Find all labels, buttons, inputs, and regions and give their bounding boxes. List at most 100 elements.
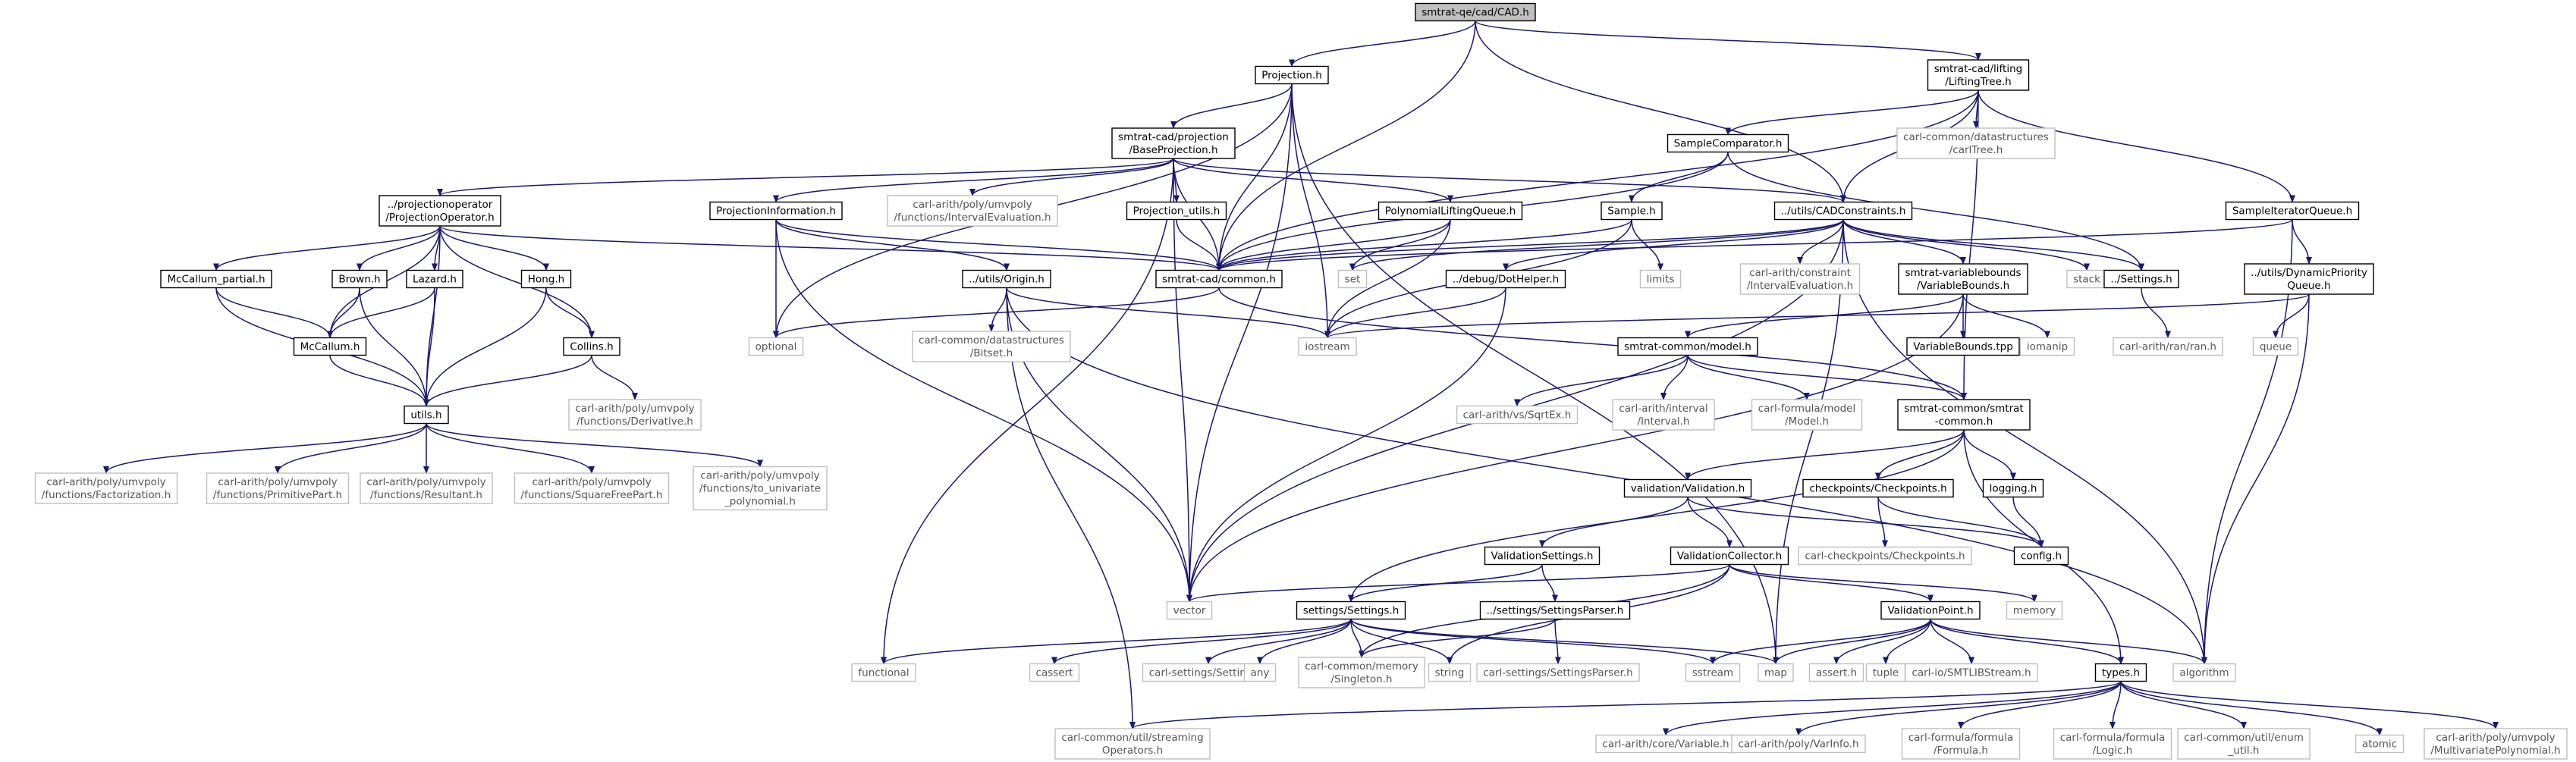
node-label: smtrat-variablebounds: [1905, 267, 2021, 279]
edge-hong-to-utils: [423, 287, 547, 407]
node-varbounds[interactable]: smtrat-variablebounds/VariableBounds.h: [1898, 263, 2028, 295]
edge-origin-to-bitset: [988, 287, 1007, 332]
node-label: smtrat-cad/lifting: [1934, 63, 2022, 75]
node-box: [887, 195, 1058, 227]
node-logging[interactable]: logging.h: [1982, 478, 2044, 498]
node-label: Projection_utils.h: [1133, 205, 1220, 218]
node-label: validation/Validation.h: [1631, 483, 1745, 495]
node-baseprojection[interactable]: smtrat-cad/projection/BaseProjection.h: [1111, 127, 1236, 159]
node-box: [1670, 546, 1789, 566]
node-box: [1639, 269, 1682, 289]
edge-cadconstraints-to-map: [1773, 219, 1844, 665]
node-cadconstraints[interactable]: ../utils/CADConstraints.h: [1773, 201, 1913, 221]
edge-collins-to-utils: [423, 355, 592, 407]
node-model[interactable]: smtrat-common/model.h: [1617, 337, 1758, 356]
node-lazard[interactable]: Lazard.h: [406, 269, 463, 289]
edge-settingsparser-to-carlsettingsparser: [1554, 619, 1561, 665]
node-sampleiterq[interactable]: SampleIteratorQueue.h: [2225, 201, 2360, 221]
node-any: any: [1243, 663, 1277, 682]
node-projection[interactable]: Projection.h: [1255, 65, 1329, 85]
edge-cadconstraints-to-dotdebug: [1503, 219, 1844, 271]
node-projinfo[interactable]: ProjectionInformation.h: [709, 201, 843, 221]
node-box: [1296, 601, 1406, 620]
edge-cadconstraints-to-stack: [1842, 219, 2090, 271]
node-modelh: carl-formula/model/Model.h: [1751, 399, 1863, 431]
node-validationpoint[interactable]: ValidationPoint.h: [1880, 601, 1981, 620]
node-collins[interactable]: Collins.h: [563, 337, 620, 356]
node-label: atomic: [2362, 738, 2397, 751]
edge-validationpoint-to-types: [1930, 619, 2124, 665]
edge-hong-to-collins: [545, 287, 595, 339]
edge-baseprojection-to-polyliftq: [1173, 158, 1453, 203]
node-validation[interactable]: validation/Validation.h: [1623, 478, 1752, 498]
node-cad[interactable]: smtrat-qe/cad/CAD.h: [1415, 2, 1536, 22]
node-box: [1685, 663, 1741, 682]
node-box: [2013, 546, 2069, 566]
node-varboundstpp[interactable]: VariableBounds.tpp: [1906, 337, 2020, 356]
edge-baseprojection-to-projinfo: [773, 158, 1174, 203]
node-settingsh[interactable]: settings/Settings.h: [1296, 601, 1406, 620]
node-label: McCallum.h: [300, 341, 360, 353]
node-sample[interactable]: Sample.h: [1601, 201, 1663, 221]
node-config[interactable]: config.h: [2013, 546, 2069, 566]
node-brown[interactable]: Brown.h: [331, 269, 388, 289]
node-checkpoints[interactable]: checkpoints/Checkpoints.h: [1802, 478, 1954, 498]
node-box: [2252, 337, 2299, 356]
node-carltree: carl-common/datastructures/carlTree.h: [1896, 127, 2056, 159]
node-validationcollector[interactable]: ValidationCollector.h: [1670, 546, 1789, 566]
edge-brown-to-mccallum: [327, 287, 360, 339]
edge-sample-to-common: [1216, 219, 1632, 271]
node-validationsettings[interactable]: ValidationSettings.h: [1484, 546, 1601, 566]
node-label: /functions/Derivative.h: [576, 415, 693, 428]
node-cassert: cassert: [1029, 663, 1080, 682]
edge-baseprojection-to-intervaleval: [969, 158, 1174, 196]
node-utils[interactable]: utils.h: [404, 405, 449, 425]
edge-validationpoint-to-map: [1773, 619, 1931, 665]
edge-projection-to-common: [1216, 83, 1293, 271]
node-set: set: [1337, 269, 1368, 289]
node-label: queue: [2260, 341, 2292, 353]
node-smtratcommon[interactable]: smtrat-common/smtrat-common.h: [1897, 399, 2031, 431]
node-box: [331, 269, 388, 289]
node-settings_rel[interactable]: ../Settings.h: [2103, 269, 2179, 289]
node-box: [1758, 663, 1794, 682]
node-label: carl-arith/poly/umvpoly: [700, 470, 819, 482]
node-box: [1906, 337, 2020, 356]
node-liftingtree[interactable]: smtrat-cad/lifting/LiftingTree.h: [1927, 59, 2030, 91]
node-settingsparser[interactable]: ../settings/SettingsParser.h: [1479, 601, 1631, 620]
edge-projoperator-to-mccallum_partial: [213, 225, 441, 271]
node-label: /Formula.h: [1934, 745, 1988, 757]
node-box: [1445, 269, 1566, 289]
node-carlsettings: carl-settings/Settings.h: [1142, 663, 1275, 682]
node-samplecomparator[interactable]: SampleComparator.h: [1667, 133, 1789, 153]
node-functional: functional: [851, 663, 916, 682]
node-polyliftq[interactable]: PolynomialLiftingQueue.h: [1378, 201, 1523, 221]
node-projutils[interactable]: Projection_utils.h: [1126, 201, 1227, 221]
node-origin[interactable]: ../utils/Origin.h: [962, 269, 1051, 289]
node-box: [1897, 399, 2031, 431]
node-mccallum_partial[interactable]: McCallum_partial.h: [160, 269, 272, 289]
edge-cadconstraints-to-set: [1349, 219, 1844, 271]
edge-validationpoint-to-sstream: [1710, 619, 1931, 665]
node-hong[interactable]: Hong.h: [520, 269, 572, 289]
node-types[interactable]: types.h: [2094, 663, 2147, 682]
edge-validationpoint-to-tuple: [1883, 619, 1931, 665]
node-box: [1623, 478, 1752, 498]
edge-sample-to-limits: [1631, 219, 1663, 271]
node-box: [1166, 601, 1213, 620]
node-box: [1337, 269, 1368, 289]
edge-cadconstraints-to-common: [1216, 218, 1844, 271]
node-label: /Interval.h: [1637, 415, 1689, 428]
node-label: carl-arith/core/Variable.h: [1602, 738, 1729, 751]
node-label: Hong.h: [528, 274, 564, 286]
edge-cad-to-cadconstraints: [1475, 20, 1846, 203]
edge-projection-to-baseprojection: [1170, 83, 1293, 129]
node-common[interactable]: smtrat-cad/common.h: [1155, 269, 1283, 289]
edge-projoperator-to-hong: [439, 225, 549, 271]
node-dotdebug[interactable]: ../debug/DotHelper.h: [1445, 269, 1566, 289]
node-mccallum[interactable]: McCallum.h: [293, 337, 367, 356]
node-label: carl-arith/poly/umvpoly: [46, 476, 165, 488]
node-projoperator[interactable]: ../projectionoperator/ProjectionOperator…: [379, 195, 501, 227]
